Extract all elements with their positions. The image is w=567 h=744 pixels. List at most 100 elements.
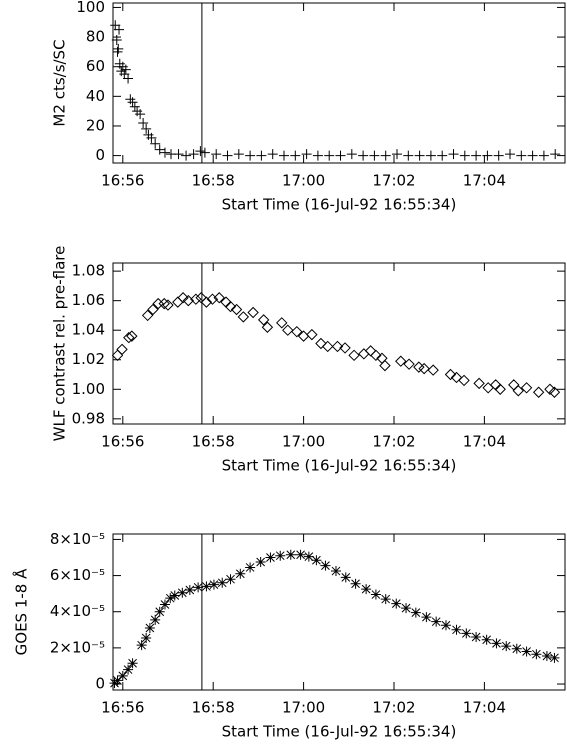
y-tick-label: 40 — [86, 87, 105, 105]
data-point — [358, 150, 369, 161]
data-point — [152, 297, 164, 310]
x-axis-label: Start Time (16-Jul-92 16:55:34) — [222, 196, 457, 214]
data-point — [206, 293, 219, 305]
data-point — [123, 73, 134, 84]
data-point — [265, 552, 276, 563]
data-point — [125, 94, 136, 105]
data-point — [177, 292, 189, 304]
data-point — [233, 149, 244, 160]
data-point — [199, 147, 210, 158]
data-point — [111, 35, 122, 46]
data-point — [511, 643, 522, 654]
y-tick-label: 0 — [95, 675, 105, 693]
data-point — [531, 649, 542, 660]
data-point — [230, 303, 243, 316]
data-point — [306, 328, 318, 341]
data-point — [493, 150, 504, 161]
x-tick-label: 17:04 — [463, 699, 506, 717]
data-point — [127, 658, 138, 669]
data-point — [421, 612, 432, 623]
data-point — [315, 337, 327, 350]
y-tick-label: 1.06 — [72, 291, 105, 309]
data-point — [146, 132, 157, 143]
data-point — [339, 342, 351, 354]
data-point — [147, 303, 159, 316]
data-point — [413, 361, 425, 373]
x-tick-label: 16:56 — [101, 172, 144, 190]
data-point — [370, 589, 381, 600]
y-tick-label: 1.08 — [72, 262, 105, 280]
data-point — [126, 330, 138, 342]
data-point — [295, 549, 306, 560]
y-tick-label: 0.98 — [72, 409, 105, 427]
data-point — [391, 598, 402, 609]
data-point — [538, 150, 549, 161]
data-point — [532, 386, 545, 398]
data-point — [181, 150, 192, 161]
data-point — [141, 309, 154, 322]
data-point — [123, 331, 135, 344]
x-tick-label: 17:04 — [463, 172, 506, 190]
data-point — [225, 574, 236, 585]
data-point — [117, 670, 128, 681]
data-point — [224, 300, 237, 313]
data-point — [201, 581, 212, 592]
data-point — [481, 634, 492, 645]
data-point — [173, 149, 184, 160]
data-point — [245, 562, 256, 573]
data-point — [448, 149, 459, 160]
data-point — [162, 299, 174, 311]
data-point — [311, 555, 322, 566]
data-point — [550, 149, 561, 160]
data-point — [451, 624, 462, 635]
data-point — [440, 620, 451, 631]
y-tick-label: 1.00 — [72, 380, 105, 398]
data-point — [450, 371, 463, 384]
data-point — [116, 343, 128, 356]
data-point — [312, 150, 323, 161]
y-tick-label: 100 — [76, 0, 105, 16]
data-point — [213, 292, 225, 304]
y-tick-label: 60 — [86, 57, 105, 75]
data-point — [237, 311, 250, 323]
data-point — [111, 349, 124, 362]
plot-frame — [112, 533, 566, 691]
data-point — [120, 64, 131, 75]
data-point — [154, 606, 165, 617]
x-tick-label: 17:02 — [372, 172, 415, 190]
data-point — [324, 150, 335, 161]
data-point — [414, 150, 425, 161]
data-point — [494, 383, 506, 395]
x-tick-label: 16:58 — [192, 172, 235, 190]
data-point — [200, 296, 213, 308]
x-tick-label: 16:58 — [192, 433, 235, 451]
data-point — [548, 386, 561, 398]
x-tick-label: 17:04 — [463, 433, 506, 451]
data-point — [444, 368, 457, 381]
y-tick-label: 80 — [86, 28, 105, 46]
x-tick-label: 17:02 — [372, 433, 415, 451]
data-point — [141, 123, 152, 134]
y-tick-label: 20 — [86, 116, 105, 134]
data-point — [165, 593, 176, 604]
data-point — [291, 325, 303, 338]
x-tick-label: 17:00 — [282, 433, 325, 451]
data-point — [549, 652, 560, 663]
x-tick-label: 17:00 — [282, 172, 325, 190]
data-point — [541, 651, 552, 662]
data-point — [379, 359, 391, 372]
data-point — [114, 24, 125, 35]
data-point — [491, 638, 502, 649]
data-point — [150, 138, 161, 149]
data-point — [282, 324, 294, 336]
data-point — [321, 340, 334, 353]
plot-frame — [112, 262, 566, 425]
data-point — [222, 150, 233, 161]
x-tick-label: 17:02 — [372, 699, 415, 717]
data-point — [527, 150, 538, 161]
data-point — [427, 364, 439, 376]
data-point — [211, 149, 222, 160]
data-point — [112, 675, 123, 686]
data-point — [364, 345, 377, 357]
